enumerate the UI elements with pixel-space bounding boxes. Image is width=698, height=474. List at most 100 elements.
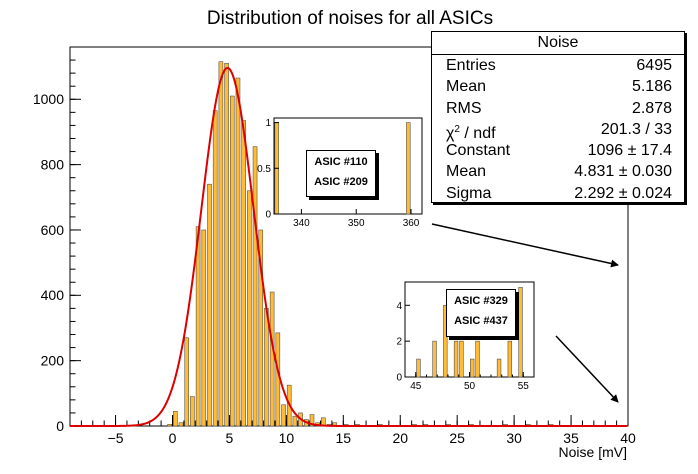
histogram-bar	[184, 337, 190, 427]
x-tick-label: 15	[336, 430, 352, 446]
histogram-bar	[190, 396, 195, 427]
stats-label: Constant	[446, 142, 511, 160]
histogram-bar	[518, 287, 523, 378]
histogram-bar	[507, 340, 512, 378]
y-tick-label: 4	[396, 301, 402, 312]
y-tick-label: 0	[56, 418, 64, 434]
x-tick-label: 45	[410, 381, 422, 392]
x-tick-label: 55	[518, 381, 530, 392]
histogram-bar	[201, 229, 207, 427]
x-tick-label: 25	[449, 430, 465, 446]
stats-row: Mean 5.186	[432, 76, 684, 97]
inset1-asic-labels: ASIC #110 ASIC #209	[306, 150, 376, 197]
x-tick-label: 20	[392, 430, 408, 446]
y-tick-label: 0	[265, 210, 271, 221]
histogram-bar	[252, 146, 258, 427]
x-tick-label: 340	[293, 218, 310, 229]
x-axis-label: Noise [mV]	[559, 444, 627, 460]
histogram-bar	[453, 340, 459, 378]
histogram-bar	[416, 358, 421, 378]
histogram-bar	[195, 226, 201, 427]
x-tick-label: 5	[226, 430, 234, 446]
y-tick-label: 400	[41, 287, 65, 303]
inset2-asic-labels: ASIC #329 ASIC #437	[446, 289, 516, 337]
stats-value: 201.3 / 33	[600, 120, 672, 138]
histogram-bar	[167, 424, 172, 427]
stats-value: 4.831 ± 0.030	[574, 163, 672, 181]
histogram-bar	[241, 120, 246, 427]
inset2-label-1: ASIC #329	[454, 295, 508, 307]
histogram-bar	[258, 229, 264, 427]
stats-label: RMS	[446, 99, 482, 117]
histogram-bar	[264, 308, 269, 427]
histogram-bar	[432, 340, 437, 378]
stats-label: Entries	[446, 57, 496, 74]
stats-value: 5.186	[631, 78, 672, 96]
histogram-bar	[475, 340, 480, 378]
stats-value: 2.292 ± 0.024	[574, 184, 672, 202]
inset2-histogram: 45 50 55 0 2 4	[396, 287, 535, 392]
inset1-label-1: ASIC #110	[314, 156, 368, 168]
x-tick-label: 30	[506, 430, 522, 446]
stats-value: 6495	[636, 57, 672, 74]
stats-label: Mean	[446, 78, 487, 96]
x-tick-label: −5	[108, 430, 124, 446]
stats-label: Sigma	[446, 184, 492, 202]
x-tick-label: 0	[169, 430, 177, 446]
x-tick-label: 350	[348, 218, 365, 229]
stats-title: Noise	[432, 32, 684, 55]
stats-row: Sigma 2.292 ± 0.024	[432, 183, 684, 204]
stats-row: RMS 2.878	[432, 98, 684, 119]
stats-label: Mean	[446, 163, 487, 181]
histogram-bar	[247, 190, 252, 427]
stats-label-chi2: χ2 / ndf	[446, 119, 496, 142]
histogram-bar	[406, 122, 411, 215]
stats-row: χ2 / ndf 201.3 / 33	[432, 119, 684, 142]
histogram-bar	[207, 183, 212, 427]
x-tick-label: 40	[620, 430, 636, 446]
y-tick-label: 2	[396, 337, 402, 348]
histogram-bar	[269, 291, 275, 427]
histogram-bar	[178, 422, 184, 427]
stats-value: 2.878	[631, 99, 672, 117]
stats-row: Mean 4.831 ± 0.030	[432, 161, 684, 182]
x-tick-label: 50	[464, 381, 476, 392]
inset2-label-2: ASIC #437	[454, 315, 508, 327]
chart-title: Distribution of noises for all ASICs	[207, 8, 493, 29]
histogram-bar	[229, 95, 235, 427]
stats-row: Constant 1096 ± 17.4	[432, 140, 684, 161]
stats-row: Entries 6495	[432, 55, 684, 76]
histogram-bar	[459, 340, 464, 378]
histogram-bar	[496, 358, 502, 378]
y-tick-label: 0	[396, 373, 402, 384]
chi-tail: / ndf	[459, 124, 496, 142]
histogram-bar	[309, 414, 315, 427]
inset1-frame	[273, 117, 423, 215]
inset1-label-2: ASIC #209	[314, 176, 368, 188]
histogram-bar	[173, 410, 178, 427]
y-tick-label: 800	[41, 157, 65, 173]
gaussian-fit-curve	[70, 66, 627, 427]
stats-value: 1096 ± 17.4	[587, 142, 672, 160]
histogram-bar	[443, 304, 448, 378]
y-tick-label: 600	[41, 222, 65, 238]
histogram-bar	[218, 61, 224, 427]
histogram-bar	[281, 404, 286, 427]
histogram-bar	[235, 77, 241, 427]
histogram-bar	[212, 110, 218, 427]
x-tick-label: 10	[279, 430, 295, 446]
histogram-bar	[292, 415, 298, 427]
inset1-histogram: 340 350 360 0 0.5 1	[257, 118, 420, 229]
stats-box: Noise Entries 6495 Mean 5.186 RMS 2.878 χ2 …	[431, 31, 685, 203]
chi-symbol: χ	[446, 124, 455, 142]
y-tick-label: 1000	[33, 91, 64, 107]
x-tick-label: 35	[563, 430, 579, 446]
arrow-to-high-noise	[431, 223, 619, 268]
x-tick-label: 360	[403, 218, 420, 229]
histogram-bar	[224, 63, 229, 427]
arrow-to-mid-noise	[555, 335, 619, 403]
y-tick-label: 1	[265, 118, 271, 129]
y-tick-label: 0.5	[257, 164, 271, 175]
chi-superscript: 2	[454, 123, 460, 135]
